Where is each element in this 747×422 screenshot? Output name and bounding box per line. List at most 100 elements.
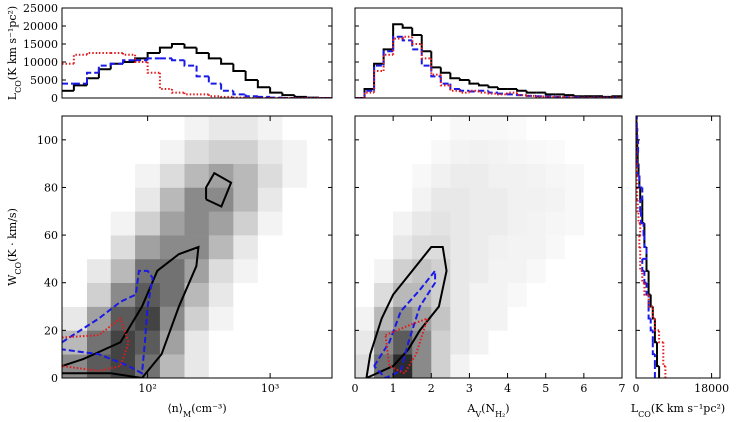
- heat-cell: [602, 330, 622, 355]
- hist-step: [651, 306, 655, 320]
- heat-cell: [583, 282, 604, 307]
- heat-cell: [62, 354, 88, 378]
- heat-cell: [450, 163, 470, 188]
- axis-label: ⟨n⟩M(cm⁻³): [167, 402, 226, 419]
- hist-step: [497, 93, 508, 96]
- heat-cell: [431, 139, 451, 164]
- heat-cell: [431, 306, 451, 331]
- hist-step: [458, 78, 470, 81]
- heat-cell: [507, 306, 527, 331]
- x-tick-label: 2: [428, 382, 435, 395]
- heat-cell: [412, 211, 432, 236]
- heat-cell: [507, 235, 527, 260]
- hist-step: [170, 58, 185, 62]
- heat-cell: [257, 306, 283, 331]
- heat-cell: [374, 211, 394, 236]
- heat-cell: [87, 354, 112, 378]
- heat-cell: [602, 235, 622, 260]
- hist-step: [563, 94, 575, 97]
- heat-cell: [507, 187, 527, 212]
- heat-cell: [62, 306, 88, 331]
- heat-cell: [507, 163, 527, 188]
- axis-label-part: (cm⁻³): [191, 402, 226, 415]
- heat-cell: [282, 330, 308, 355]
- axis-label: LCO(K km s⁻¹pc²): [631, 402, 725, 419]
- heat-cell: [602, 282, 622, 307]
- plot-area: [62, 116, 332, 378]
- heat-cell: [208, 330, 234, 355]
- heat-cell: [159, 187, 185, 212]
- heat-cell: [431, 330, 451, 355]
- heat-cell: [507, 116, 527, 141]
- heat-cell: [135, 330, 161, 355]
- hist-step: [170, 89, 185, 94]
- heat-cell: [208, 306, 234, 331]
- axis-label-part: (K km s⁻¹pc²): [6, 6, 19, 80]
- heat-cell: [526, 354, 547, 378]
- heat-cell: [282, 258, 308, 284]
- heat-cell: [526, 282, 547, 307]
- hist-step: [72, 53, 88, 64]
- heat-cell: [450, 139, 470, 164]
- heat-cell: [374, 139, 394, 164]
- heat-cell: [374, 306, 394, 331]
- heat-cell: [583, 211, 604, 236]
- heat-cell: [507, 282, 527, 307]
- heat-cell: [564, 282, 585, 307]
- hist-step: [411, 27, 422, 36]
- heat-cell: [450, 116, 470, 141]
- heat-cell: [184, 139, 210, 164]
- x-tick-label: 1: [390, 382, 397, 395]
- heat-cell: [526, 258, 547, 284]
- heat-cell: [355, 306, 375, 331]
- heat-cell: [257, 235, 283, 260]
- heat-cell: [412, 330, 432, 355]
- heat-cell: [184, 354, 210, 378]
- plot-area: [355, 23, 622, 98]
- contour: [62, 316, 130, 372]
- hist-step: [207, 94, 222, 98]
- axis-label-part: L: [631, 402, 639, 415]
- heat-cell: [282, 163, 308, 188]
- heat-cell: [184, 116, 210, 141]
- hist-step: [636, 199, 639, 213]
- heat-cell: [233, 163, 259, 188]
- heat-cell: [393, 258, 413, 284]
- heat-cell: [282, 354, 308, 378]
- x-tick-label: 3: [466, 382, 473, 395]
- hist-step: [401, 36, 413, 42]
- hist-step: [134, 54, 148, 63]
- heat-cell: [374, 330, 394, 355]
- hist-step: [109, 62, 124, 66]
- axes-frame: [354, 115, 623, 379]
- heat-cell: [374, 235, 394, 260]
- heat-cell: [355, 211, 375, 236]
- heat-cell: [110, 211, 136, 236]
- hist-step: [642, 223, 645, 237]
- heat-cell: [233, 258, 259, 284]
- heat-cell: [564, 139, 585, 164]
- hist-step: [477, 90, 489, 94]
- heat-cell: [184, 211, 210, 236]
- heat-cell: [184, 163, 210, 188]
- heat-cell: [257, 187, 283, 212]
- hist-step: [281, 92, 295, 97]
- heat-cell: [545, 187, 566, 212]
- hist-step: [411, 36, 422, 45]
- heat-cell: [110, 354, 136, 378]
- hist-step: [401, 24, 413, 29]
- heat-cell: [488, 116, 508, 141]
- axis-label: WCO(K · km/s): [6, 208, 23, 286]
- heat-cell: [257, 354, 283, 378]
- heat-cell: [526, 163, 547, 188]
- heat-cell: [393, 306, 413, 331]
- heat-cell: [257, 211, 283, 236]
- plot-area: [636, 116, 667, 378]
- hist-step: [401, 35, 413, 39]
- heat-cell: [583, 139, 604, 164]
- heat-cell: [87, 282, 112, 307]
- heat-cell: [135, 139, 161, 164]
- heat-cell: [87, 211, 112, 236]
- hist-step: [439, 74, 451, 87]
- heat-cell: [306, 354, 332, 378]
